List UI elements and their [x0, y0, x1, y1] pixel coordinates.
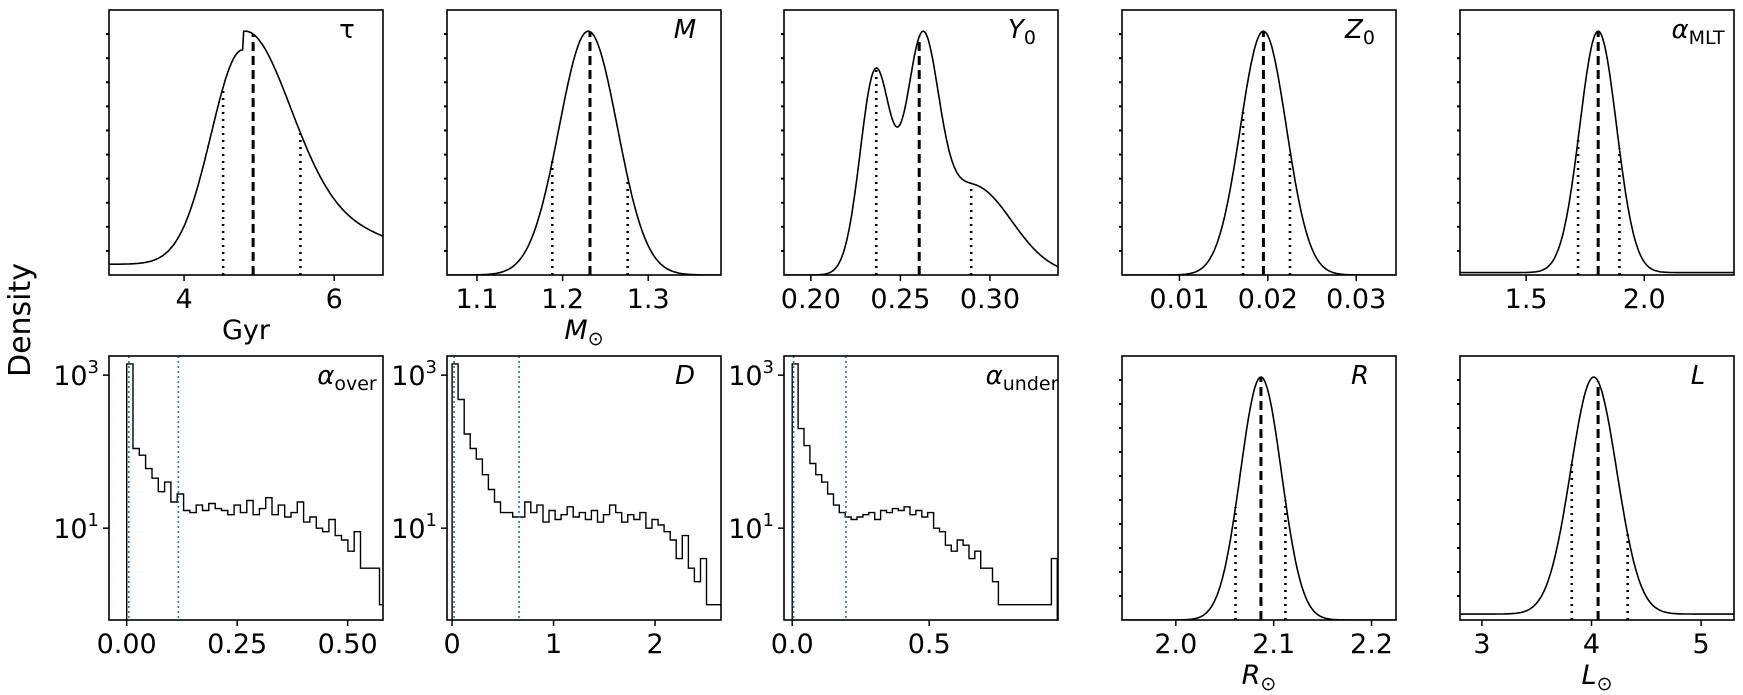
plot-area-D [451, 356, 721, 620]
x-tick-label: 2.1 [1252, 629, 1295, 660]
panel-tau: 4 6 τ Gyr [106, 9, 384, 346]
plot-area-Z0 [1122, 30, 1396, 275]
panel-title: αover [317, 361, 377, 395]
axes-frame [783, 355, 1059, 621]
figure-ylabel: Density [3, 263, 38, 377]
x-tick-label: 0.03 [1326, 284, 1386, 315]
x-tick-label: 1.1 [455, 284, 498, 315]
panel-title: M [674, 15, 696, 45]
x-tick-label: 1 [545, 629, 562, 660]
x-tick-label: 0.20 [781, 284, 841, 315]
axes-frame [1121, 355, 1397, 621]
x-tick-label: 0.30 [960, 284, 1020, 315]
density-curve [784, 30, 1058, 275]
axes-frame [446, 9, 722, 276]
panel-L: 3 4 5 L L⊙ [1457, 355, 1735, 695]
y-tick-label: 103 [53, 357, 99, 392]
plot-area-aover [126, 356, 383, 620]
plot-area-Y0 [784, 30, 1058, 275]
x-tick-label: 0 [443, 629, 460, 660]
density-curve [109, 30, 383, 266]
plot-area-L [1460, 376, 1734, 620]
x-tick-label: 4 [1583, 629, 1600, 660]
x-tick-label: 0.25 [207, 629, 267, 660]
axes-frame [783, 9, 1059, 276]
x-axis-label: L⊙ [1582, 660, 1613, 695]
x-tick-label: 2.0 [1623, 284, 1666, 315]
density-curve [1460, 30, 1734, 274]
y-tick-label: 101 [53, 510, 99, 545]
density-curve [1460, 376, 1734, 615]
axes-frame [108, 355, 384, 621]
y-tick-label: 103 [728, 357, 774, 392]
density-curve [1122, 30, 1396, 275]
panel-title: αMLT [1671, 15, 1725, 49]
density-curve [1122, 376, 1396, 620]
x-tick-label: 4 [175, 284, 192, 315]
histogram-steps [126, 363, 383, 620]
panel-R: 2.0 2.1 2.2 R R⊙ [1119, 355, 1397, 695]
panel-Z0: 0.01 0.02 0.03 Z0 [1119, 9, 1397, 315]
axes-frame [1459, 9, 1735, 276]
x-tick-label: 0.5 [908, 629, 951, 660]
x-tick-label: 0.00 [97, 629, 157, 660]
density-curve [447, 30, 721, 275]
x-tick-label: 1.5 [1505, 284, 1548, 315]
y-tick-label: 101 [728, 510, 774, 545]
panel-title: D [675, 361, 695, 391]
plot-area-R [1122, 376, 1396, 620]
x-tick-label: 0.01 [1149, 284, 1209, 315]
panel-D: 101 103 0 1 2 D [391, 355, 722, 660]
panel-title: τ [339, 15, 355, 45]
x-tick-label: 0.25 [870, 284, 930, 315]
axes-frame [108, 9, 384, 276]
panel-title: Y0 [1008, 15, 1036, 49]
panel-aover: 101 103 0.00 0.25 0.50 αover [53, 355, 384, 660]
x-tick-label: 5 [1693, 629, 1710, 660]
axes-frame [1121, 9, 1397, 276]
y-tick-label: 101 [391, 510, 437, 545]
plot-area-tau [109, 30, 383, 275]
x-tick-label: 2.0 [1154, 629, 1197, 660]
x-tick-label: 1.3 [627, 284, 670, 315]
x-axis-label: R⊙ [1242, 660, 1277, 695]
x-tick-label: 0.50 [318, 629, 378, 660]
x-tick-label: 6 [326, 284, 343, 315]
x-axis-label: M⊙ [564, 315, 603, 350]
panel-title: αunder [986, 361, 1059, 395]
x-tick-label: 1.2 [541, 284, 584, 315]
plot-area-aunder [791, 356, 1058, 620]
x-tick-label: 0.0 [771, 629, 814, 660]
x-axis-label: Gyr [222, 315, 271, 346]
plot-area-aMLT [1460, 30, 1734, 275]
panel-title: R [1351, 361, 1369, 391]
panel-Y0: 0.20 0.25 0.30 Y0 [781, 9, 1059, 315]
panel-title: L [1691, 361, 1706, 391]
histogram-steps [791, 363, 1058, 620]
panel-M: 1.1 1.2 1.3 M M⊙ [444, 9, 722, 350]
plot-area-M [447, 30, 721, 275]
panel-aunder: 101 103 0.0 0.5 αunder [728, 355, 1059, 660]
x-tick-label: 2 [646, 629, 663, 660]
histogram-steps [451, 363, 721, 620]
axes-frame [446, 355, 722, 621]
panel-aMLT: 1.5 2.0 αMLT [1457, 9, 1735, 315]
x-tick-label: 2.2 [1350, 629, 1393, 660]
axes-frame [1459, 355, 1735, 621]
x-tick-label: 3 [1473, 629, 1490, 660]
panel-title: Z0 [1344, 15, 1375, 49]
x-tick-label: 0.02 [1238, 284, 1298, 315]
y-tick-label: 103 [391, 357, 437, 392]
